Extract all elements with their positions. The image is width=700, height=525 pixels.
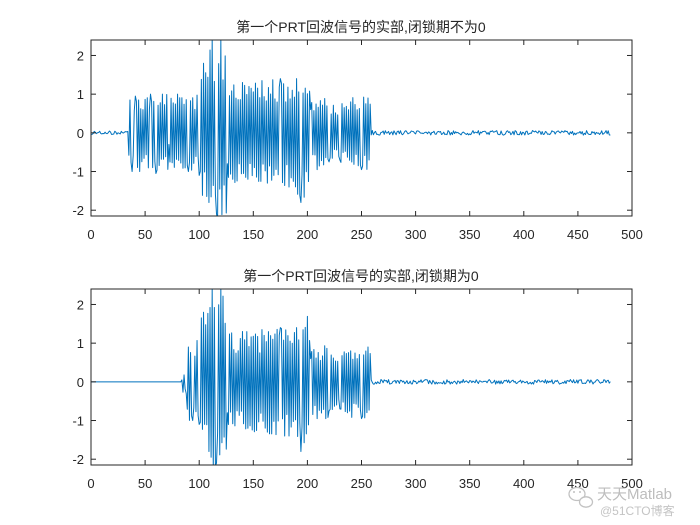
x-tick-label: 0 bbox=[87, 227, 94, 242]
chart-top-title: 第一个PRT回波信号的实部,闭锁期不为0 bbox=[236, 19, 486, 35]
y-tick-label: -2 bbox=[72, 203, 84, 218]
x-tick-label: 200 bbox=[297, 227, 319, 242]
series-line bbox=[91, 289, 611, 465]
x-tick-label: 350 bbox=[459, 227, 481, 242]
x-tick-label: 350 bbox=[459, 476, 481, 491]
x-tick-label: 200 bbox=[297, 476, 319, 491]
watermark: 天天Matlab @51CTO博客 bbox=[568, 486, 675, 518]
watermark-brand: 天天Matlab bbox=[597, 486, 672, 503]
x-tick-label: 50 bbox=[138, 227, 152, 242]
x-tick-label: 500 bbox=[621, 227, 643, 242]
y-tick-label: 2 bbox=[77, 48, 84, 63]
x-tick-label: 400 bbox=[513, 476, 535, 491]
x-tick-label: 250 bbox=[351, 476, 373, 491]
axes-box bbox=[90, 288, 633, 466]
x-tick-label: 0 bbox=[87, 476, 94, 491]
x-tick-label: 100 bbox=[188, 227, 210, 242]
y-tick-label: -1 bbox=[72, 414, 84, 429]
x-tick-label: 300 bbox=[405, 476, 427, 491]
x-tick-label: 300 bbox=[405, 227, 427, 242]
x-tick-label: 100 bbox=[188, 476, 210, 491]
watermark-source: @51CTO博客 bbox=[600, 503, 675, 518]
x-tick-label: 250 bbox=[351, 227, 373, 242]
x-tick-label: 450 bbox=[567, 476, 589, 491]
y-tick-label: -2 bbox=[72, 452, 84, 467]
series-line bbox=[91, 40, 611, 216]
y-tick-label: 1 bbox=[77, 336, 84, 351]
y-tick-label: 0 bbox=[77, 126, 84, 141]
x-tick-label: 150 bbox=[242, 476, 264, 491]
axes-box bbox=[90, 39, 633, 217]
y-tick-label: 0 bbox=[77, 375, 84, 390]
x-tick-label: 450 bbox=[567, 227, 589, 242]
chart-bottom-title: 第一个PRT回波信号的实部,闭锁期为0 bbox=[243, 268, 479, 284]
x-tick-label: 500 bbox=[621, 476, 643, 491]
chart-top: 第一个PRT回波信号的实部,闭锁期不为0 0 50 100 150 200 250 300 3… bbox=[72, 19, 642, 242]
x-tick-label: 150 bbox=[242, 227, 264, 242]
y-tick-label: 2 bbox=[77, 297, 84, 312]
x-tick-label: 400 bbox=[513, 227, 535, 242]
y-tick-label: -1 bbox=[72, 165, 84, 180]
y-tick-label: 1 bbox=[77, 87, 84, 102]
chart-bottom: 第一个PRT回波信号的实部,闭锁期为0 0 50 100 150 200 250 300 35… bbox=[72, 268, 642, 491]
x-tick-label: 50 bbox=[138, 476, 152, 491]
wechat-icon bbox=[568, 486, 594, 508]
